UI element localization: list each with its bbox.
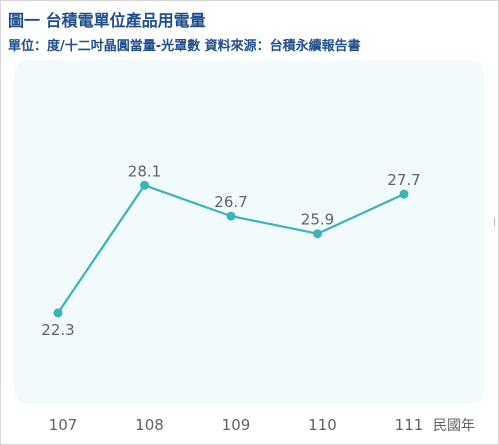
data-label: 25.9	[301, 211, 334, 229]
x-tick-label: 109	[222, 416, 251, 434]
edge-marker	[494, 218, 499, 226]
data-point	[399, 189, 409, 199]
data-label-layer: 22.3 28.1 26.7 25.9 27.7	[41, 162, 420, 339]
x-tick-label: 107	[49, 416, 78, 434]
data-point	[313, 229, 322, 239]
chart-title: 圖一 台積電單位產品用電量	[8, 11, 206, 30]
x-tick-layer: 107 108 109 110 111	[49, 416, 424, 434]
x-tick-label: 111	[395, 416, 424, 434]
x-tick-label: 110	[308, 416, 337, 434]
series-layer	[53, 180, 409, 318]
x-axis-title: 民國年	[433, 418, 475, 434]
data-point	[140, 180, 149, 190]
data-label: 28.1	[128, 162, 161, 180]
data-label: 26.7	[214, 193, 247, 211]
plot-area	[14, 60, 484, 404]
chart-subtitle: 單位：度/十二吋晶圓當量-光罩數 資料來源：台積永續報告書	[8, 39, 361, 54]
data-point	[226, 211, 236, 221]
data-label: 27.7	[387, 171, 420, 189]
data-label: 22.3	[41, 321, 74, 339]
data-point	[53, 308, 63, 318]
x-tick-label: 108	[135, 416, 164, 434]
